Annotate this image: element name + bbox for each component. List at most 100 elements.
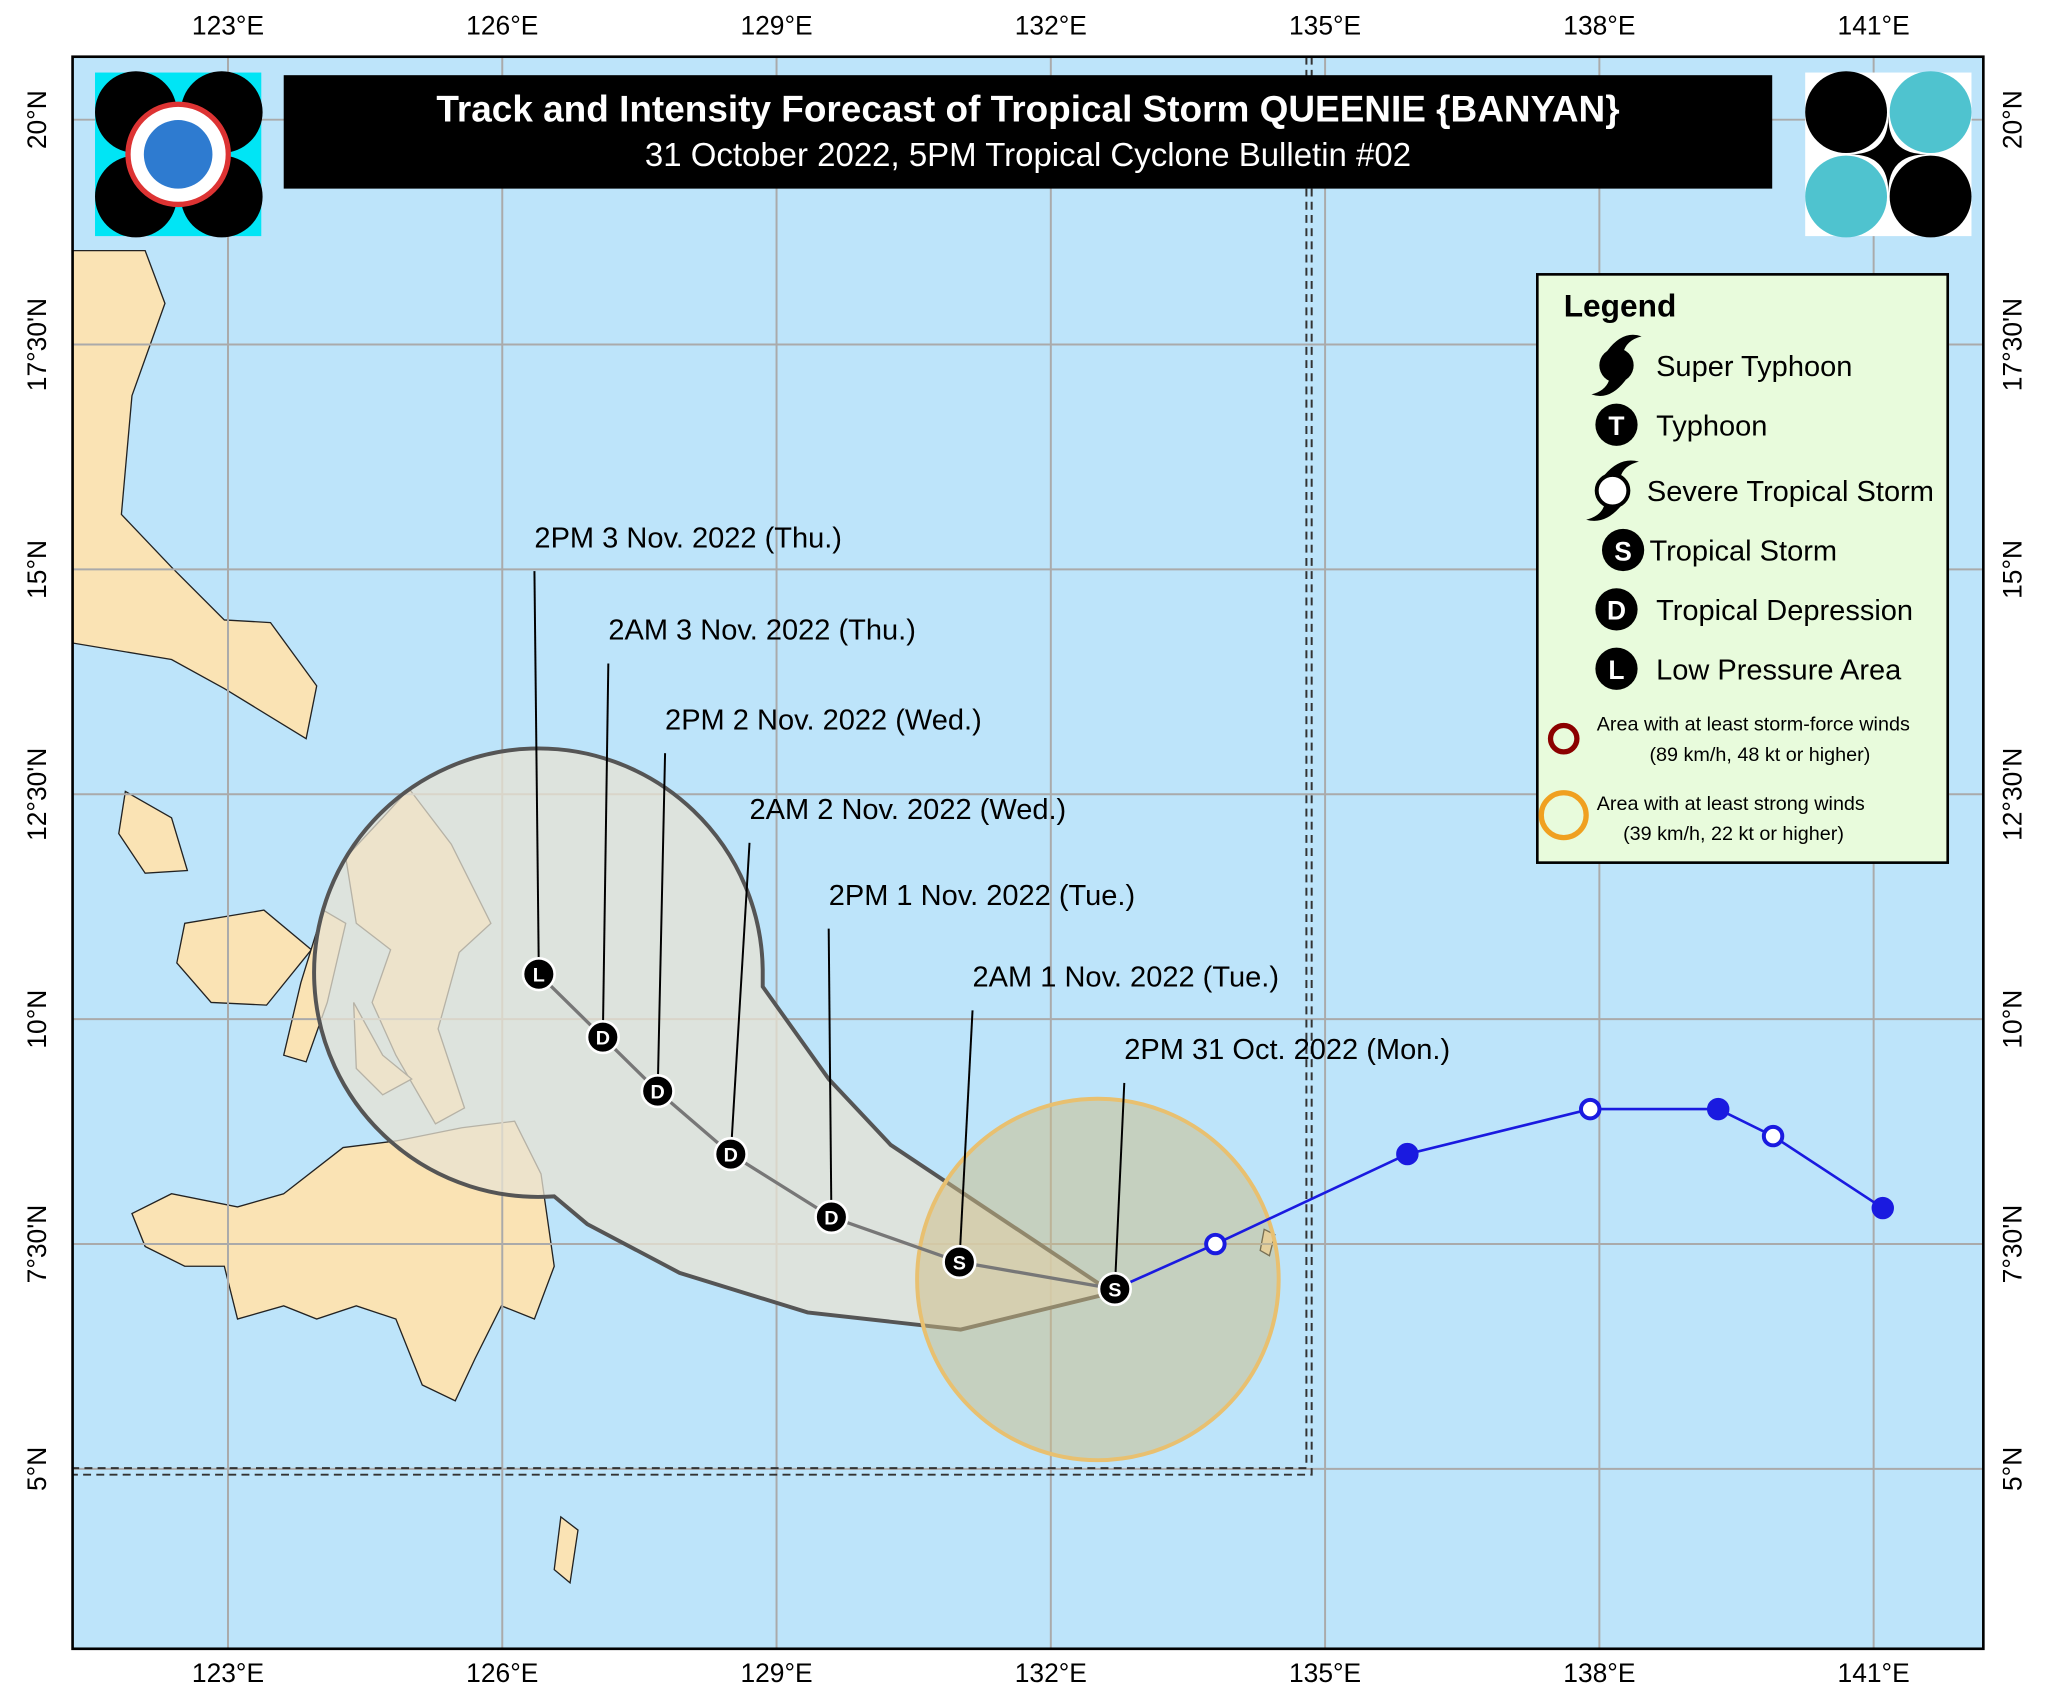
legend-icon	[1595, 403, 1638, 446]
legend-wind-label: Area with at least strong winds	[1597, 793, 1865, 815]
leader-line	[958, 1010, 974, 1263]
icon-severe-tropical-storm	[1586, 460, 1639, 521]
legend-icon	[1601, 528, 1645, 572]
past-track	[1214, 1107, 1884, 1246]
lon-label: 123°E	[192, 10, 264, 40]
legend-symbol: L	[1608, 655, 1624, 685]
legend-label: Super Typhoon	[1656, 351, 1852, 383]
past-position	[1204, 1232, 1227, 1256]
legend-wind-detail: (39 km/h, 22 kt or higher)	[1623, 823, 1844, 845]
lon-label: 132°E	[1015, 10, 1087, 40]
legend-wind-icon	[1547, 722, 1580, 755]
legend-wind-label: Area with at least storm-force winds	[1597, 714, 1910, 736]
lon-label: 123°E	[192, 1658, 264, 1688]
leader-line	[601, 663, 610, 1038]
logo-part	[1805, 71, 1888, 154]
logo-seal-inner	[143, 120, 213, 189]
title: Track and Intensity Forecast of Tropical…	[436, 88, 1619, 129]
lon-label: 135°E	[1289, 10, 1361, 40]
islet	[553, 1515, 579, 1585]
leader-line	[533, 571, 540, 975]
lon-label: 129°E	[740, 10, 812, 40]
forecast-position	[640, 1073, 675, 1109]
forecast-symbol: S	[1108, 1279, 1121, 1301]
lat-label: 12°30'N	[22, 748, 52, 841]
forecast-label: 2PM 31 Oct. 2022 (Mon.)	[1124, 1034, 1450, 1066]
track-connector	[1114, 1242, 1216, 1291]
forecast-position	[521, 957, 556, 992]
past-position	[1706, 1097, 1730, 1121]
legend-label: Tropical Depression	[1656, 595, 1913, 627]
subtitle: 31 October 2022, 5PM Tropical Cyclone Bu…	[645, 136, 1411, 173]
legend: Legend Super Typhoon T Typhoon Severe Tr…	[1536, 273, 1950, 864]
lat-label: 10°N	[22, 990, 52, 1049]
forecast-position	[585, 1019, 620, 1055]
past-position	[1871, 1196, 1894, 1220]
legend-label: Severe Tropical Storm	[1647, 476, 1934, 508]
icon-arms	[1591, 334, 1642, 396]
legend-label: Tropical Storm	[1649, 536, 1837, 568]
title-box	[283, 75, 1773, 189]
lat-label: 5°N	[1998, 1447, 2028, 1491]
luzon	[72, 249, 318, 740]
leader-line	[1113, 1082, 1126, 1290]
lon-label: 141°E	[1838, 10, 1910, 40]
lon-label: 129°E	[740, 1658, 812, 1688]
lat-label: 17°30'N	[1998, 298, 2028, 391]
lat-label: 15°N	[1998, 540, 2028, 599]
forecast-position	[814, 1199, 849, 1235]
forecast-symbol: D	[596, 1027, 610, 1049]
forecast-label: 2AM 2 Nov. 2022 (Wed.)	[750, 794, 1067, 826]
mindoro	[118, 790, 189, 874]
forecast-position	[713, 1136, 748, 1172]
legend-wind-icon	[1538, 790, 1589, 841]
strong-wind-area	[915, 1096, 1281, 1463]
forecast-label: 2PM 3 Nov. 2022 (Thu.)	[534, 522, 842, 554]
forecast-symbol: S	[953, 1252, 966, 1274]
leader-line	[827, 928, 833, 1218]
forecast-position	[1097, 1271, 1132, 1307]
legend-icon	[1595, 588, 1638, 631]
lat-label: 20°N	[1998, 90, 2028, 149]
dost-logo	[1805, 71, 1972, 238]
forecast-label: 2PM 2 Nov. 2022 (Wed.)	[665, 704, 982, 736]
past-position	[1579, 1097, 1602, 1121]
legend-wind-detail: (89 km/h, 48 kt or higher)	[1649, 744, 1870, 766]
panay	[176, 909, 313, 1006]
leader-line	[729, 842, 751, 1155]
logo-part	[1805, 155, 1888, 238]
legend-label: Low Pressure Area	[1656, 654, 1902, 686]
forecast-cone	[312, 746, 1118, 1332]
lat-label: 15°N	[22, 540, 52, 599]
icon-eye	[1599, 348, 1634, 383]
pagasa-logo	[95, 71, 263, 238]
legend-icon	[1595, 647, 1638, 690]
icon-super-typhoon	[1591, 334, 1642, 396]
icon-eye	[1594, 472, 1631, 509]
logo-star	[1850, 116, 1927, 193]
legend-symbol: S	[1614, 536, 1632, 566]
logo-part	[1889, 155, 1972, 238]
lon-label: 138°E	[1563, 1658, 1635, 1688]
past-position	[1396, 1142, 1419, 1166]
past-position	[1761, 1124, 1785, 1148]
forecast-label: 2AM 3 Nov. 2022 (Thu.)	[608, 615, 916, 647]
lat-label: 10°N	[1998, 990, 2028, 1049]
lon-label: 132°E	[1015, 1658, 1087, 1688]
lat-label: 20°N	[22, 90, 52, 149]
tracks: 2PM 31 Oct. 2022 (Mon.) 2AM 1 Nov. 2022 (…	[521, 522, 1894, 1307]
lat-label: 12°30'N	[1998, 748, 2028, 841]
legend-symbol: T	[1608, 411, 1624, 441]
icon-arms	[1586, 460, 1639, 521]
forecast-symbol: D	[824, 1207, 838, 1229]
par-line	[72, 56, 1313, 1476]
logo-part	[1889, 71, 1972, 154]
lon-label: 126°E	[466, 1658, 538, 1688]
legend-symbol: D	[1607, 596, 1626, 626]
lat-label: 7°30'N	[1998, 1205, 2028, 1284]
axis-labels: 123°E 123°E 126°E 126°E 129°E 129°E 132°E 132°E…	[22, 10, 2027, 1687]
lon-label: 141°E	[1838, 1658, 1910, 1688]
forecast-symbol: L	[533, 965, 545, 987]
legend-title: Legend	[1564, 288, 1677, 324]
